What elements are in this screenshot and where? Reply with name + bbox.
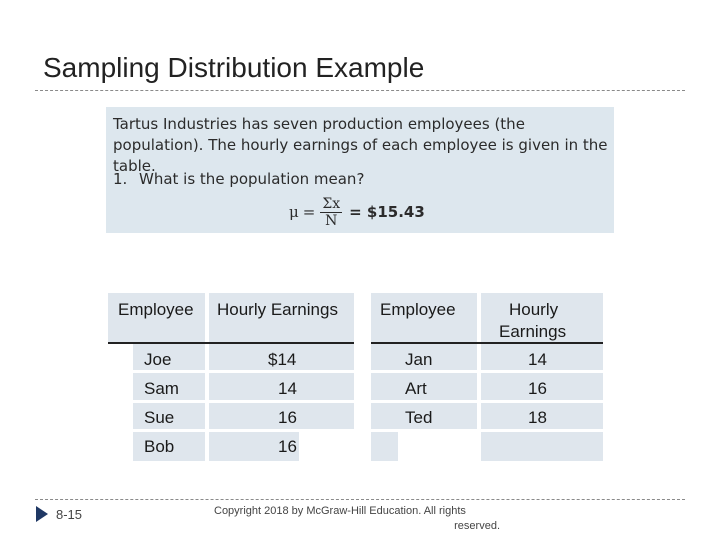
header-employee-1: Employee (118, 300, 194, 319)
table-cell-earnings: 14 (278, 379, 297, 398)
footer-divider (35, 499, 685, 500)
title-divider (35, 90, 685, 91)
empty-cell-gap (398, 432, 481, 461)
table-band (371, 432, 394, 461)
formula-result: = $15.43 (349, 203, 425, 221)
table-cell-name: Bob (144, 437, 175, 456)
copyright-line-1: Copyright 2018 by McGraw-Hill Education.… (214, 505, 466, 517)
header-hourly-2a: Hourly (509, 300, 559, 319)
column-separator (354, 293, 358, 461)
earnings-table: Employee Hourly Earnings Employee Hourly… (108, 293, 603, 461)
table-cell-name: Art (405, 379, 427, 398)
slide-number-text: 8-15 (56, 506, 83, 522)
table-cell-earnings: 16 (528, 379, 547, 398)
empty-cell-gap (299, 432, 354, 461)
problem-box: Tartus Industries has seven production e… (106, 107, 614, 233)
slide-number: 8-15 (36, 506, 82, 522)
table-cell-name: Sam (144, 379, 179, 398)
table-gap (358, 293, 371, 461)
table-cell-name: Joe (144, 350, 172, 369)
header-hourly-earnings-1: Hourly Earnings (217, 300, 338, 319)
table-cell-earnings: 18 (528, 408, 547, 427)
header-employee-2: Employee (380, 300, 456, 319)
table-cell-earnings: 14 (528, 350, 547, 369)
table-cell-name: Jan (405, 350, 433, 369)
bullet-triangle-icon (36, 506, 48, 522)
formula-denominator: N (325, 212, 338, 229)
copyright-notice: Copyright 2018 by McGraw-Hill Education.… (214, 504, 500, 534)
table-cell-earnings: 16 (278, 437, 297, 456)
table-cell-name: Ted (405, 408, 433, 427)
question-text: What is the population mean? (139, 170, 365, 188)
table-band (481, 293, 603, 461)
question-number: 1. (113, 170, 128, 188)
copyright-line-2: reserved. (454, 520, 500, 532)
column-separator (477, 293, 481, 461)
problem-intro: Tartus Industries has seven production e… (113, 115, 608, 175)
mu-symbol: μ (289, 203, 299, 221)
table-cell-earnings: 16 (278, 408, 297, 427)
slide-title: Sampling Distribution Example (43, 52, 425, 83)
formula-fraction: Σx N (320, 195, 343, 229)
formula-equals: = (302, 203, 316, 221)
column-separator (205, 293, 209, 461)
formula-numerator: Σx (320, 195, 343, 213)
table-cell-earnings: $14 (268, 350, 297, 369)
population-mean-formula: μ = Σx N = $15.43 (289, 194, 425, 230)
header-hourly-2b: Earnings (499, 322, 567, 341)
header-rule-right (371, 342, 603, 344)
table-cell-name: Sue (144, 408, 175, 427)
header-rule-left (108, 342, 354, 344)
